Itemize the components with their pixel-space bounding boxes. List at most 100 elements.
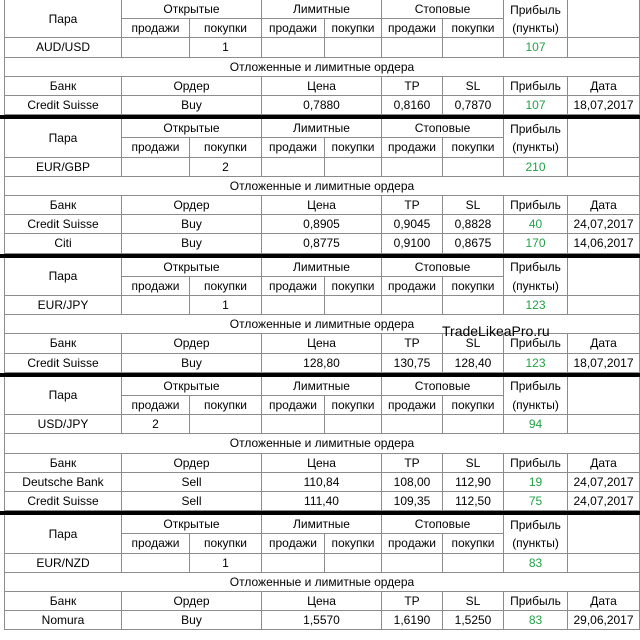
date-header: Дата xyxy=(568,334,640,354)
limit-header: Лимитные xyxy=(262,257,382,277)
limit-sell-header: продажи xyxy=(262,534,325,554)
stop-buy-header: покупки xyxy=(443,138,504,158)
order-side: Buy xyxy=(122,96,262,116)
order-price: 1,5570 xyxy=(262,611,382,631)
bank-header: Банк xyxy=(4,334,122,354)
profit-header: Прибыль xyxy=(504,76,568,96)
pending-title-row: Отложенные и лимитные ордера xyxy=(0,176,640,196)
limit-buy-header: покупки xyxy=(325,19,382,39)
order-header: Ордер xyxy=(122,334,262,354)
stop-sell-header: продажи xyxy=(382,138,443,158)
order-sl: 112,50 xyxy=(443,492,504,512)
pending-orders-title: Отложенные и лимитные ордера xyxy=(4,57,640,77)
limit-buy-count xyxy=(325,415,382,435)
pair-name: USD/JPY xyxy=(4,415,122,435)
header-row-top: Пара Открытые Лимитные Стоповые Прибыль xyxy=(0,119,640,158)
empty-cell xyxy=(568,415,640,435)
pair-header: Пара xyxy=(4,515,122,554)
order-row: Citi Buy 0,8775 0,9100 0,8675 170 14,06,2017 xyxy=(0,234,640,254)
order-side: Buy xyxy=(122,353,262,373)
profit-header: Прибыль xyxy=(504,592,568,612)
pair-name: AUD/USD xyxy=(4,38,122,58)
date-header: Дата xyxy=(568,592,640,612)
orders-header-row: Банк Ордер Цена TP SL Прибыль Дата xyxy=(0,592,640,612)
block-separator xyxy=(0,372,640,377)
open-buy-count xyxy=(190,415,262,435)
order-profit: 19 xyxy=(504,472,568,492)
limit-header: Лимитные xyxy=(262,376,382,396)
sl-header: SL xyxy=(443,334,504,354)
order-tp: 0,9045 xyxy=(382,215,443,235)
open-buy-count: 1 xyxy=(190,38,262,58)
stop-sell-header: продажи xyxy=(382,534,443,554)
orders-header-row: Банк Ордер Цена TP SL Прибыль Дата xyxy=(0,76,640,96)
bank-header: Банк xyxy=(4,592,122,612)
price-header: Цена xyxy=(262,334,382,354)
pair-name: EUR/NZD xyxy=(4,553,122,573)
order-date: 29,06,2017 xyxy=(568,611,640,631)
price-header: Цена xyxy=(262,76,382,96)
limit-sell-header: продажи xyxy=(262,396,325,416)
stop-buy-header: покупки xyxy=(443,396,504,416)
pending-title-row: Отложенные и лимитные ордера xyxy=(0,434,640,454)
bank-header: Банк xyxy=(4,453,122,473)
stop-sell-count xyxy=(382,296,443,316)
points-header: (пункты) xyxy=(504,534,568,554)
pair-header: Пара xyxy=(4,119,122,158)
orders-header-row: Банк Ордер Цена TP SL Прибыль Дата xyxy=(0,334,640,354)
stop-buy-count xyxy=(443,415,504,435)
limit-sell-count xyxy=(262,38,325,58)
empty-header-cell xyxy=(568,257,640,296)
order-header: Ордер xyxy=(122,453,262,473)
order-date: 18,07,2017 xyxy=(568,353,640,373)
limit-buy-header: покупки xyxy=(325,276,382,296)
tp-header: TP xyxy=(382,196,443,216)
empty-cell xyxy=(568,296,640,316)
order-profit: 107 xyxy=(504,96,568,116)
stop-sell-header: продажи xyxy=(382,19,443,39)
limit-sell-header: продажи xyxy=(262,276,325,296)
order-tp: 0,9100 xyxy=(382,234,443,254)
open-sell-count xyxy=(122,296,190,316)
bank-header: Банк xyxy=(4,196,122,216)
limit-buy-header: покупки xyxy=(325,534,382,554)
stop-header: Стоповые xyxy=(382,376,504,396)
open-buy-count: 2 xyxy=(190,157,262,177)
stop-header: Стоповые xyxy=(382,119,504,139)
header-row-sub: продажи покупки продажи покупки продажи покуп… xyxy=(0,396,640,416)
block-separator xyxy=(0,115,640,120)
limit-buy-header: покупки xyxy=(325,396,382,416)
stop-buy-count xyxy=(443,157,504,177)
order-profit: 40 xyxy=(504,215,568,235)
pending-orders-title: Отложенные и лимитные ордера xyxy=(4,176,640,196)
stop-sell-count xyxy=(382,157,443,177)
profit-header: Прибыль xyxy=(504,376,568,396)
empty-header-cell xyxy=(568,515,640,554)
open-header: Открытые xyxy=(122,515,262,535)
points-header: (пункты) xyxy=(504,138,568,158)
order-bank: Credit Suisse xyxy=(4,353,122,373)
pair-profit: 210 xyxy=(504,157,568,177)
limit-buy-count xyxy=(325,553,382,573)
order-row: Deutsche Bank Sell 110,84 108,00 112,90 19 24,… xyxy=(0,472,640,492)
price-header: Цена xyxy=(262,196,382,216)
points-header: (пункты) xyxy=(504,396,568,416)
sl-header: SL xyxy=(443,196,504,216)
pair-profit: 123 xyxy=(504,296,568,316)
profit-header: Прибыль xyxy=(504,257,568,277)
pending-title-row: Отложенные и лимитные ордера xyxy=(0,315,640,335)
pair-row: USD/JPY 2 94 xyxy=(0,415,640,435)
orders-header-row: Банк Ордер Цена TP SL Прибыль Дата xyxy=(0,196,640,216)
order-row: Credit Suisse Buy 128,80 130,75 128,40 123 18,… xyxy=(0,353,640,373)
pair-row: EUR/JPY 1 123 xyxy=(0,296,640,316)
order-sl: 1,5250 xyxy=(443,611,504,631)
open-buy-count: 1 xyxy=(190,296,262,316)
order-price: 110,84 xyxy=(262,472,382,492)
order-side: Sell xyxy=(122,472,262,492)
limit-sell-count xyxy=(262,415,325,435)
pair-name: EUR/GBP xyxy=(4,157,122,177)
limit-header: Лимитные xyxy=(262,0,382,20)
date-header: Дата xyxy=(568,76,640,96)
sl-header: SL xyxy=(443,592,504,612)
profit-header: Прибыль xyxy=(504,453,568,473)
